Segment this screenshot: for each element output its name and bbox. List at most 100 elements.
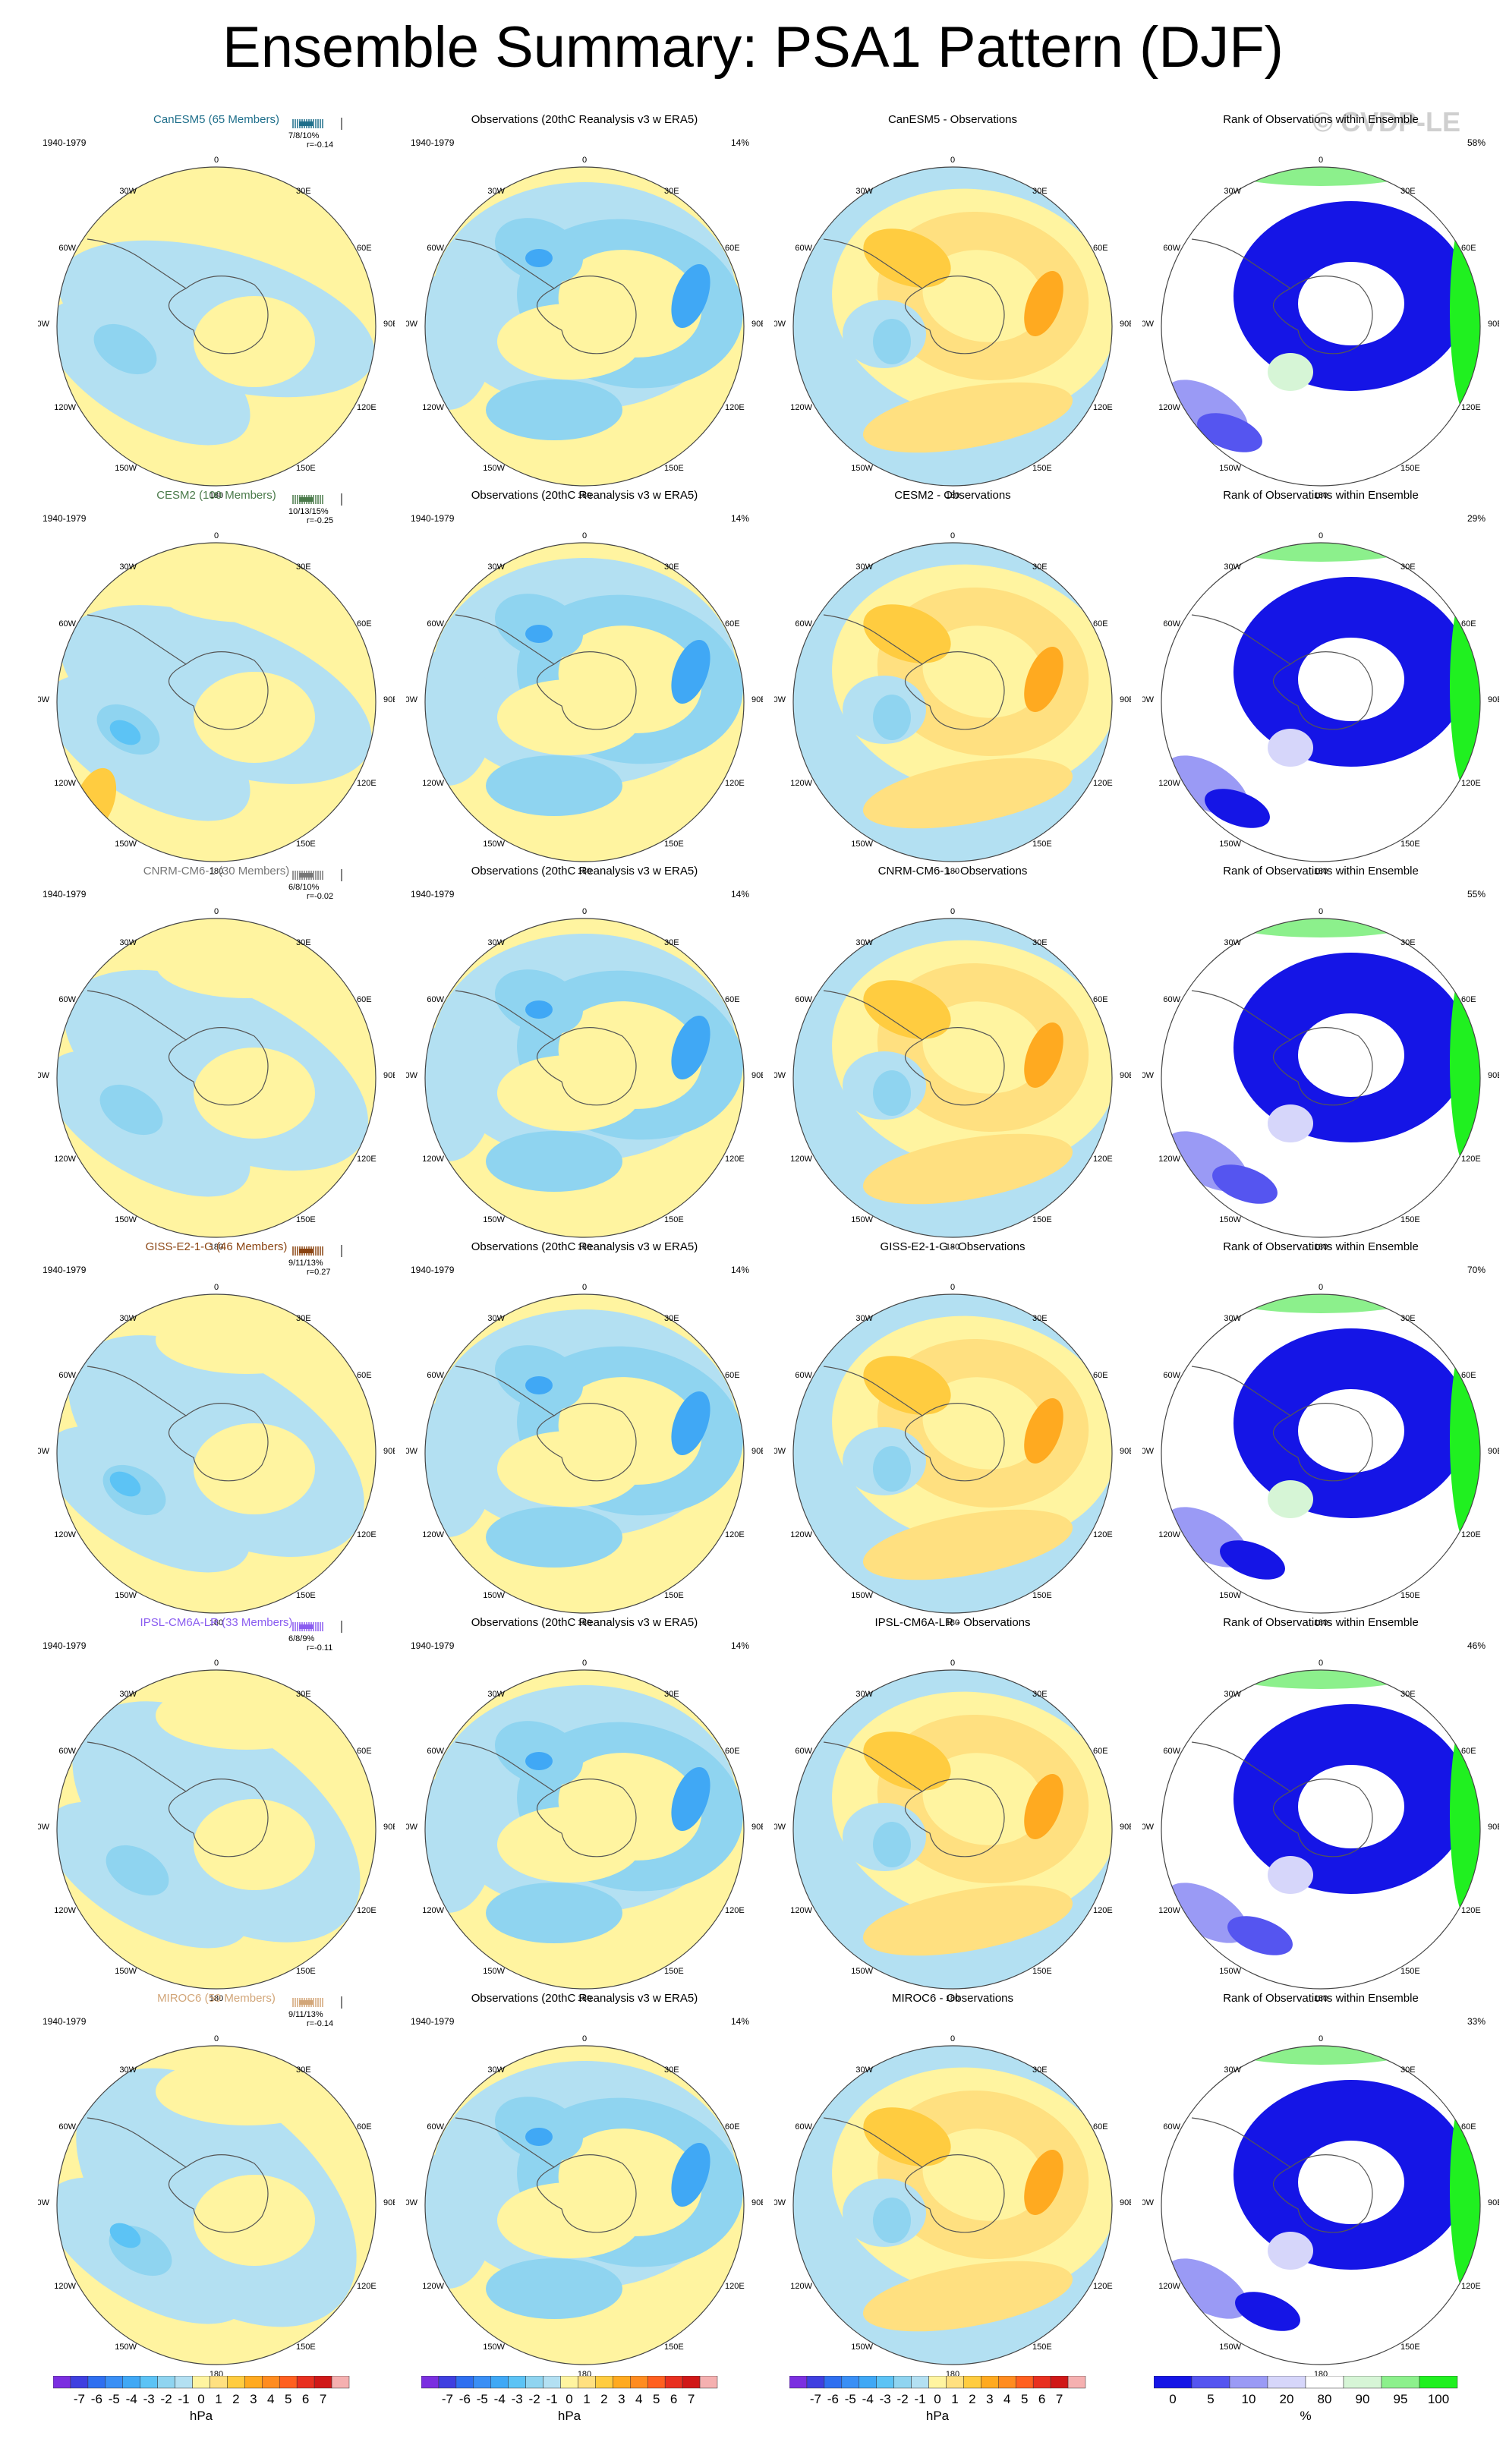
rank-region bbox=[1165, 1883, 1249, 1943]
colorbar-swatch bbox=[824, 2376, 843, 2389]
coastline bbox=[823, 1741, 923, 1792]
lon-label: 150E bbox=[664, 464, 684, 473]
colorbar-tick-label: 3 bbox=[618, 2392, 625, 2406]
rank-percent: 46% bbox=[1467, 1640, 1486, 1651]
lon-label: 90W bbox=[406, 695, 418, 704]
map-border bbox=[424, 1293, 745, 1614]
anomaly-contour bbox=[873, 1822, 911, 1867]
lon-label: 60E bbox=[1093, 619, 1108, 629]
lon-label: 90W bbox=[1142, 695, 1155, 704]
colorbar-tick-label: -2 bbox=[529, 2392, 540, 2406]
anomaly-contour bbox=[425, 273, 493, 410]
coastline bbox=[904, 276, 1005, 354]
colorbar-swatch bbox=[279, 2376, 298, 2389]
lon-label: 30E bbox=[1400, 187, 1416, 196]
lon-label: 120W bbox=[54, 1155, 76, 1164]
lon-label: 180 bbox=[946, 1994, 959, 2003]
anomaly-contour bbox=[863, 980, 951, 1039]
lon-label: 90E bbox=[1488, 2198, 1499, 2207]
lon-label: 60E bbox=[1461, 2122, 1476, 2132]
colorbar-tick-label: 2 bbox=[969, 2392, 975, 2406]
lon-label: 90E bbox=[751, 2198, 763, 2207]
anomaly-contour bbox=[1024, 1398, 1063, 1464]
lon-label: 0 bbox=[1319, 2034, 1323, 2043]
colorbar-tick-label: 7 bbox=[688, 2392, 695, 2406]
lon-label: 90W bbox=[1142, 1447, 1155, 1456]
lon-label: 60W bbox=[1163, 619, 1180, 629]
lon-label: 30E bbox=[1032, 1314, 1048, 1323]
coastline bbox=[87, 1741, 187, 1792]
lon-label: 90W bbox=[774, 2198, 786, 2207]
member-spread-strip bbox=[292, 1996, 342, 2009]
lon-label: 60W bbox=[1163, 1747, 1180, 1756]
lon-label: 90E bbox=[1488, 320, 1499, 329]
anomaly-contour bbox=[873, 1070, 911, 1116]
panel-title-diff: GISS-E2-1-G - Observations bbox=[880, 1240, 1026, 1253]
colorbar-tick-label: 80 bbox=[1318, 2392, 1332, 2406]
lon-label: 30E bbox=[296, 1690, 311, 1699]
lon-label: 30E bbox=[664, 1314, 679, 1323]
rank-region bbox=[1450, 2076, 1480, 2304]
lon-label: 120E bbox=[725, 403, 745, 412]
lon-label: 30W bbox=[855, 187, 873, 196]
colorbar-tick-label: -6 bbox=[91, 2392, 102, 2406]
lon-label: 60E bbox=[357, 619, 372, 629]
lon-label: 180 bbox=[210, 1618, 223, 1627]
lon-label: 60E bbox=[725, 995, 740, 1004]
colorbar-swatch bbox=[682, 2376, 701, 2389]
anomaly-contour bbox=[525, 2128, 553, 2146]
colorbar-tick-label: 0 bbox=[197, 2392, 204, 2406]
panel-title-diff: MIROC6 - Observations bbox=[891, 1992, 1014, 2005]
lon-label: 90W bbox=[38, 1071, 50, 1080]
pattern-correlation: r=-0.25 bbox=[307, 516, 334, 525]
pattern-correlation: r=-0.14 bbox=[307, 2019, 334, 2028]
anomaly-contour bbox=[109, 1471, 141, 1497]
anomaly-contour bbox=[425, 1025, 493, 1161]
coastline bbox=[1272, 651, 1373, 730]
lon-label: 60W bbox=[58, 619, 76, 629]
lon-label: 90W bbox=[406, 1071, 418, 1080]
colorbar-hpa-obs: -7 -6 -5 -4 -3 -2 -1 0 1 2 3 4 5 6 7 hPa bbox=[421, 2376, 718, 2423]
lon-label: 30W bbox=[1224, 938, 1241, 947]
lon-label: 120E bbox=[725, 2282, 745, 2291]
polar-map: 0 180 30W 60W 90W 120W 150W 30E 60E 90E 120E 150E bbox=[32, 1283, 398, 1627]
colorbar-swatch bbox=[313, 2376, 332, 2389]
lon-label: 0 bbox=[214, 907, 219, 916]
lon-label: 30W bbox=[855, 1690, 873, 1699]
anomaly-contour bbox=[194, 1048, 315, 1139]
anomaly-contour bbox=[922, 1001, 1044, 1094]
lon-label: 60W bbox=[427, 1371, 444, 1380]
anomaly-contour bbox=[109, 2223, 141, 2248]
colorbar-swatch bbox=[296, 2376, 315, 2389]
lon-label: 120E bbox=[1093, 1906, 1113, 1915]
lon-label: 150E bbox=[664, 1215, 684, 1224]
map-panel-obs: Observations (20thC Reanalysis v3 w ERA5… bbox=[400, 865, 766, 1256]
anomaly-contour bbox=[1024, 1022, 1063, 1088]
lon-label: 90E bbox=[383, 2198, 395, 2207]
coastline bbox=[168, 1403, 269, 1482]
map-border bbox=[1161, 1669, 1481, 1990]
polar-map: 0 180 30W 60W 90W 120W 150W 30E 60E 90E 120E 150E bbox=[400, 907, 766, 1252]
lon-label: 120W bbox=[422, 1530, 444, 1539]
coastline bbox=[1272, 1403, 1373, 1482]
period-label: 1940-1979 bbox=[411, 1640, 455, 1651]
panel-title-model: CNRM-CM6-1 (30 Members) bbox=[143, 865, 290, 878]
lon-label: 90W bbox=[774, 1447, 786, 1456]
rank-region bbox=[1220, 1540, 1285, 1580]
lon-label: 120E bbox=[725, 1155, 745, 1164]
lon-label: 90E bbox=[1488, 695, 1499, 704]
anomaly-contour bbox=[922, 625, 1044, 718]
colorbar-tick-label: -1 bbox=[178, 2392, 189, 2406]
colorbar-swatch bbox=[70, 2376, 89, 2389]
colorbar-tick-label: 2 bbox=[232, 2392, 239, 2406]
rank-region bbox=[1197, 413, 1262, 452]
main-title: Ensemble Summary: PSA1 Pattern (DJF) bbox=[222, 15, 1284, 80]
map-panel-diff: GISS-E2-1-G - Observations 0 180 30W 60W 90W 1… bbox=[768, 1240, 1134, 1632]
lon-label: 120E bbox=[357, 2282, 376, 2291]
colorbar-unit: hPa bbox=[558, 2409, 581, 2423]
lon-label: 0 bbox=[214, 1283, 219, 1292]
lon-label: 60E bbox=[725, 619, 740, 629]
lon-label: 150E bbox=[296, 464, 316, 473]
colorbar-tick-label: 5 bbox=[653, 2392, 660, 2406]
anomaly-contour bbox=[99, 1084, 163, 1136]
